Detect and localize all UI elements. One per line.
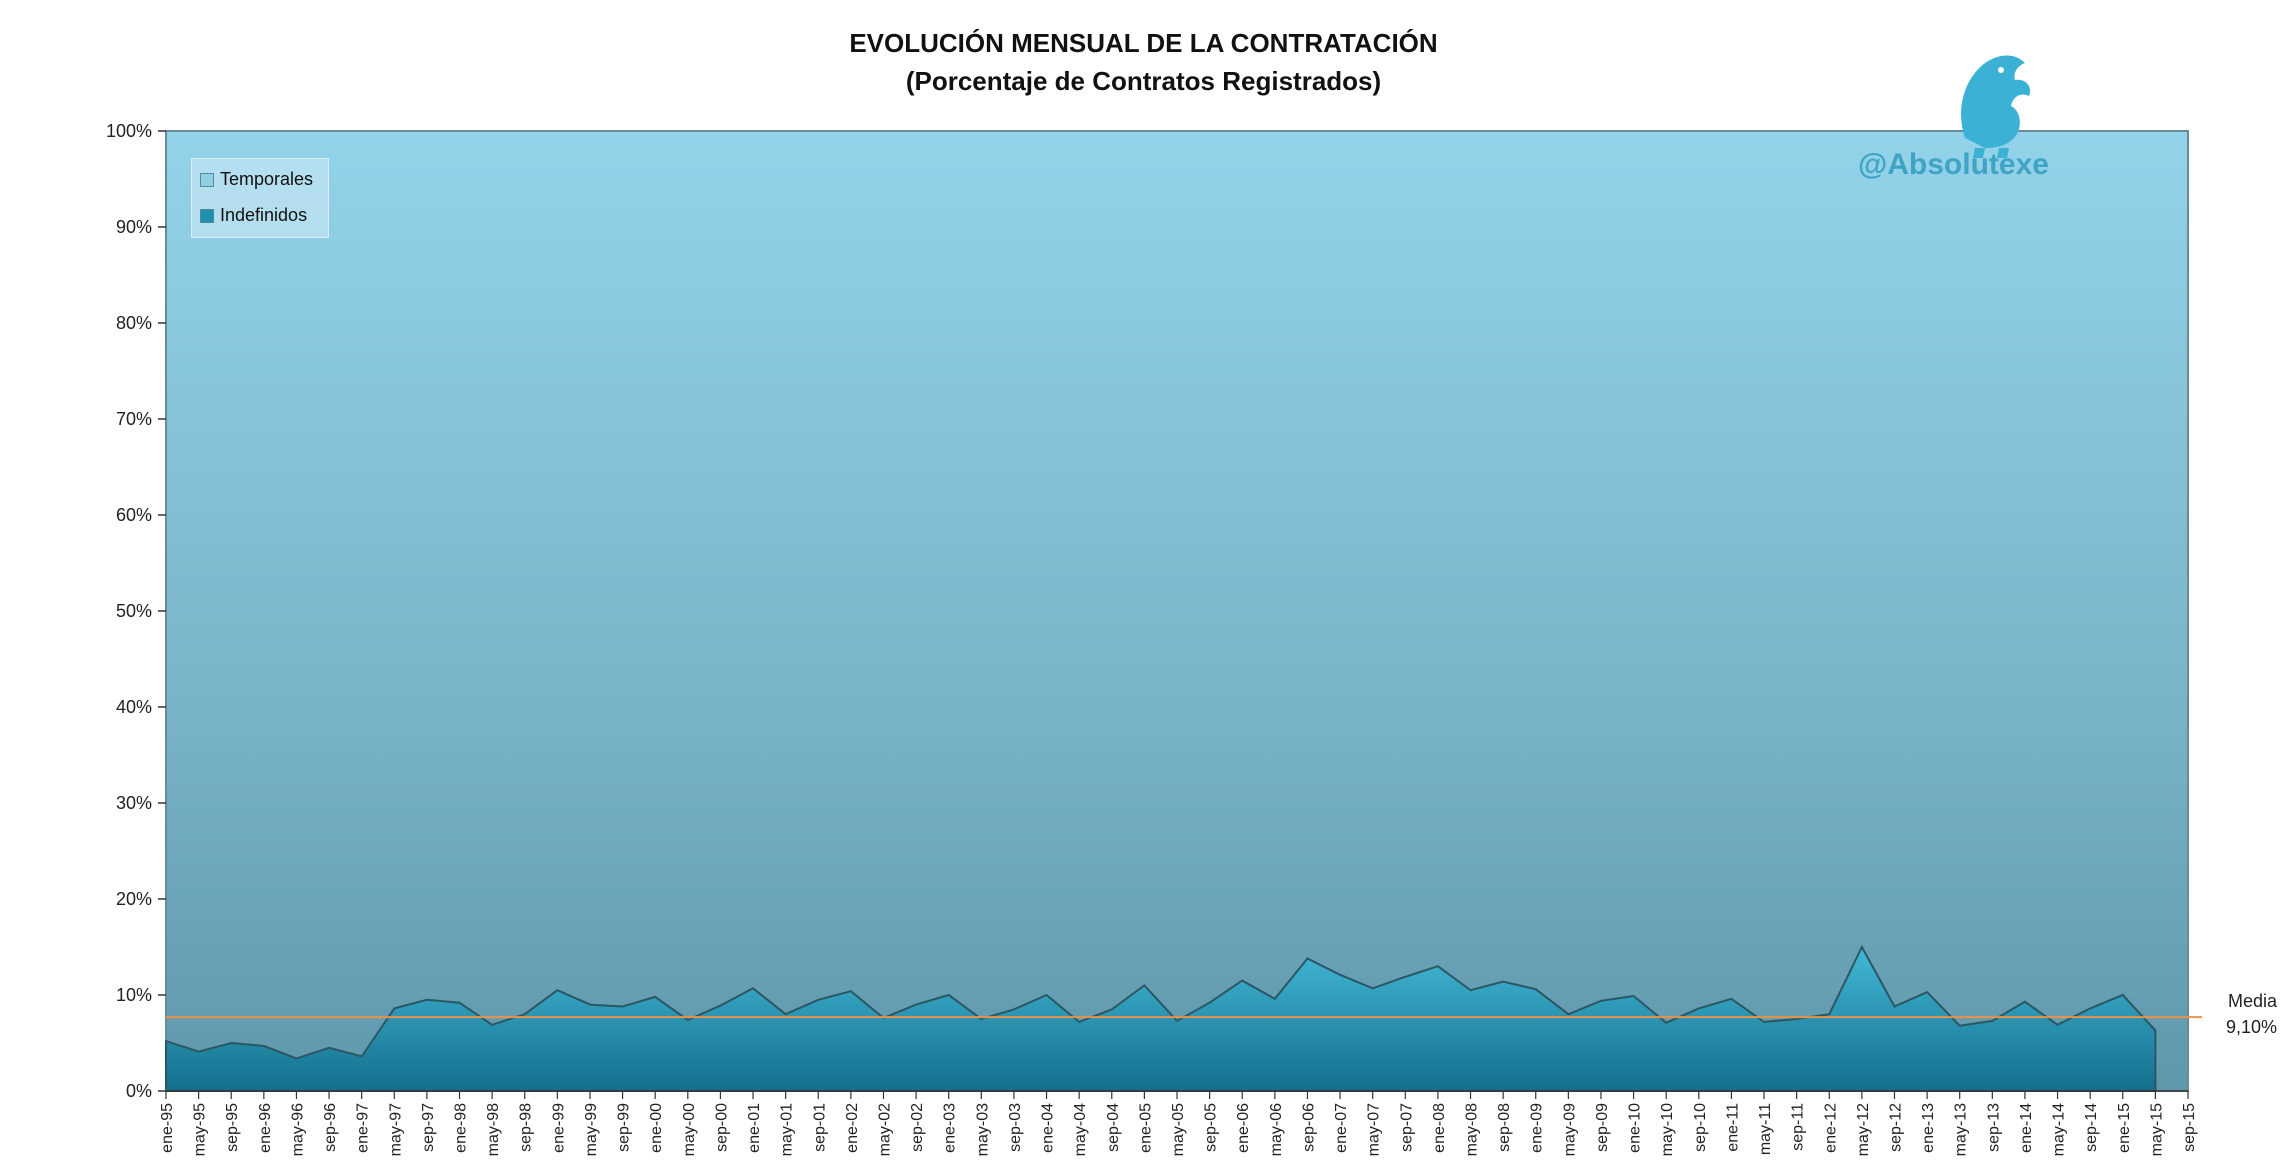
x-tick-label: may-11 xyxy=(1757,1103,1774,1155)
x-tick-label: ene-07 xyxy=(1333,1103,1350,1153)
x-tick-label: sep-04 xyxy=(1105,1103,1122,1152)
x-tick-label: may-99 xyxy=(583,1103,600,1156)
x-tick-label: sep-03 xyxy=(1007,1103,1024,1152)
x-tick-label: may-95 xyxy=(192,1103,209,1156)
x-tick-label: sep-09 xyxy=(1594,1103,1611,1152)
x-tick-label: may-06 xyxy=(1268,1103,1285,1156)
x-tick-label: may-12 xyxy=(1855,1103,1872,1156)
x-tick-label: ene-10 xyxy=(1627,1103,1644,1153)
y-tick-label: 0% xyxy=(126,1081,152,1101)
x-tick-label: ene-15 xyxy=(2116,1103,2133,1153)
series-area-temporales xyxy=(165,130,2189,1092)
griffin-logo-icon xyxy=(1961,55,2031,158)
x-tick-label: may-13 xyxy=(1953,1103,1970,1156)
media-annotation: Media 9,10% xyxy=(2197,988,2277,1040)
y-tick-label: 10% xyxy=(116,985,152,1005)
x-tick-label: may-01 xyxy=(779,1103,796,1156)
x-tick-label: sep-98 xyxy=(518,1103,535,1152)
y-tick-label: 80% xyxy=(116,313,152,333)
x-tick-label: may-02 xyxy=(877,1103,894,1156)
x-tick-label: sep-96 xyxy=(322,1103,339,1152)
x-tick-label: ene-00 xyxy=(648,1103,665,1153)
x-tick-label: sep-05 xyxy=(1203,1103,1220,1152)
x-tick-label: may-10 xyxy=(1659,1103,1676,1156)
legend-label: Temporales xyxy=(220,169,314,189)
chart-legend: Temporales Indefinidos xyxy=(191,158,329,238)
y-tick-label: 100% xyxy=(106,121,152,141)
watermark-handle: @Absolutexe xyxy=(1858,148,2049,181)
x-tick-label: ene-97 xyxy=(355,1103,372,1153)
x-tick-label: ene-96 xyxy=(257,1103,274,1153)
x-tick-label: sep-01 xyxy=(811,1103,828,1152)
x-tick-label: may-08 xyxy=(1464,1103,1481,1156)
x-tick-label: sep-08 xyxy=(1496,1103,1513,1152)
x-tick-label: ene-99 xyxy=(550,1103,567,1153)
x-tick-label: may-00 xyxy=(681,1103,698,1156)
x-tick-label: sep-00 xyxy=(713,1103,730,1152)
x-tick-label: sep-95 xyxy=(224,1103,241,1152)
x-tick-label: ene-01 xyxy=(746,1103,763,1153)
media-value: 9,10% xyxy=(2225,1017,2277,1037)
legend-swatch-temporales xyxy=(200,173,214,188)
x-tick-label: may-14 xyxy=(2051,1103,2068,1156)
x-tick-label: may-03 xyxy=(974,1103,991,1156)
y-tick-label: 20% xyxy=(116,889,152,909)
x-tick-label: ene-02 xyxy=(844,1103,861,1153)
x-tick-label: ene-11 xyxy=(1724,1103,1741,1152)
x-tick-label: may-15 xyxy=(2148,1103,2165,1156)
x-tick-label: ene-12 xyxy=(1822,1103,1839,1153)
x-tick-label: sep-06 xyxy=(1301,1103,1318,1152)
x-tick-label: may-05 xyxy=(1170,1103,1187,1156)
x-tick-label: may-96 xyxy=(290,1103,307,1156)
y-tick-label: 60% xyxy=(116,505,152,525)
legend-item-temporales: Temporales xyxy=(200,169,313,190)
y-tick-label: 70% xyxy=(116,409,152,429)
x-tick-label: ene-06 xyxy=(1235,1103,1252,1153)
x-tick-label: sep-10 xyxy=(1692,1103,1709,1152)
x-tick-label: sep-07 xyxy=(1398,1103,1415,1152)
x-tick-label: sep-11 xyxy=(1790,1103,1807,1151)
x-tick-label: ene-08 xyxy=(1431,1103,1448,1153)
x-tick-label: ene-04 xyxy=(1040,1103,1057,1153)
x-tick-label: may-97 xyxy=(387,1103,404,1156)
y-tick-label: 30% xyxy=(116,793,152,813)
x-tick-label: sep-99 xyxy=(616,1103,633,1152)
chart-subtitle: (Porcentaje de Contratos Registrados) xyxy=(905,66,1382,96)
x-tick-label: sep-14 xyxy=(2083,1103,2100,1152)
chart-title: EVOLUCIÓN MENSUAL DE LA CONTRATACIÓN xyxy=(849,28,1438,58)
y-tick-label: 40% xyxy=(116,697,152,717)
x-tick-label: may-98 xyxy=(485,1103,502,1156)
legend-item-indefinidos: Indefinidos xyxy=(200,205,307,226)
legend-swatch-indefinidos xyxy=(200,209,214,224)
x-tick-label: sep-13 xyxy=(1985,1103,2002,1152)
x-tick-label: ene-13 xyxy=(1920,1103,1937,1153)
x-tick-label: may-09 xyxy=(1561,1103,1578,1156)
legend-label: Indefinidos xyxy=(220,205,308,225)
x-tick-label: ene-95 xyxy=(159,1103,176,1153)
x-tick-label: ene-09 xyxy=(1529,1103,1546,1153)
x-tick-label: ene-05 xyxy=(1137,1103,1154,1153)
x-tick-label: sep-97 xyxy=(420,1103,437,1152)
x-tick-label: sep-15 xyxy=(2181,1103,2198,1152)
y-tick-label: 50% xyxy=(116,601,152,621)
x-tick-label: ene-98 xyxy=(453,1103,470,1153)
media-label: Media xyxy=(2227,991,2277,1011)
x-tick-label: sep-12 xyxy=(1888,1103,1905,1152)
x-tick-label: ene-14 xyxy=(2018,1103,2035,1153)
x-tick-label: may-04 xyxy=(1072,1103,1089,1156)
x-tick-label: may-07 xyxy=(1366,1103,1383,1156)
x-tick-label: sep-02 xyxy=(909,1103,926,1152)
y-tick-label: 90% xyxy=(116,217,152,237)
x-tick-label: ene-03 xyxy=(942,1103,959,1153)
